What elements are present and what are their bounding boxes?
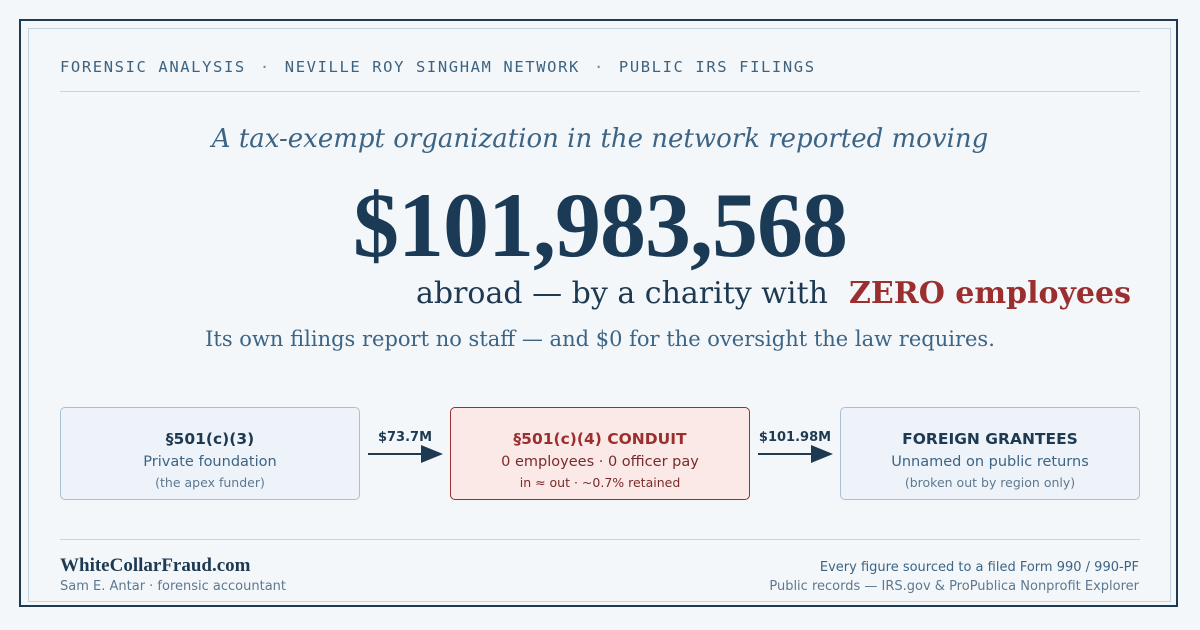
node-title: §501(c)(3) (165, 430, 255, 448)
kicker-item-network: NEVILLE ROY SINGHAM NETWORK (284, 58, 580, 76)
inner-frame (28, 28, 1171, 602)
footer-brand: WhiteCollarFraud.com (60, 555, 251, 576)
node-subtitle: 0 employees · 0 officer pay (501, 454, 699, 470)
headline-note: Its own filings report no staff — and $0… (205, 327, 995, 351)
node-note: in ≈ out · ~0.7% retained (519, 475, 681, 490)
kicker-separator: · (259, 58, 271, 76)
headline-subline: abroad — by a charity with (416, 276, 828, 311)
kicker: FORENSIC ANALYSIS · NEVILLE ROY SINGHAM NE… (60, 58, 816, 76)
arrow-right-icon (368, 445, 443, 463)
edge-label-2: $101.98M (758, 430, 832, 445)
bottom-divider (60, 539, 1140, 540)
outer-frame (19, 19, 1178, 607)
edge-label-1: $73.7M (377, 430, 433, 445)
top-divider (60, 91, 1140, 92)
headline-zero-employees: ZERO employees (849, 276, 1131, 311)
node-note: (broken out by region only) (904, 475, 1076, 490)
kicker-separator: · (593, 58, 605, 76)
flow-node-foreign-grantees: FOREIGN GRANTEES Unnamed on public retur… (840, 407, 1140, 500)
headline-amount: $101,983,568 (353, 174, 848, 276)
footer-author: Sam E. Antar · forensic accountant (60, 579, 287, 594)
kicker-item-filings: PUBLIC IRS FILINGS (618, 58, 816, 76)
flow-node-conduit: §501(c)(4) CONDUIT 0 employees · 0 offic… (450, 407, 750, 500)
node-title: FOREIGN GRANTEES (902, 430, 1078, 448)
node-title: §501(c)(4) CONDUIT (513, 430, 687, 448)
headline-lede: A tax-exempt organization in the network… (211, 124, 989, 154)
footer-source-line-1: Every figure sourced to a filed Form 990… (819, 560, 1139, 575)
node-note: (the apex funder) (155, 475, 265, 490)
flow-node-foundation: §501(c)(3) Private foundation (the apex … (60, 407, 360, 500)
node-subtitle: Unnamed on public returns (891, 454, 1089, 470)
arrow-right-icon (758, 445, 833, 463)
footer-source-line-2: Public records — IRS.gov & ProPublica No… (769, 579, 1139, 594)
kicker-item-analysis: FORENSIC ANALYSIS (60, 58, 246, 76)
node-subtitle: Private foundation (143, 454, 277, 470)
